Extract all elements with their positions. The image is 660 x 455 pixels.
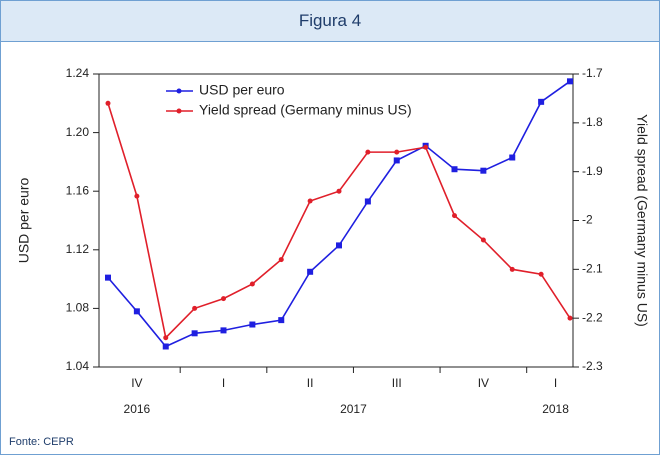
- series-point: [393, 157, 400, 164]
- quarter-label: IV: [478, 376, 489, 390]
- series-point: [105, 274, 111, 281]
- series-point: [162, 343, 169, 350]
- series-point: [567, 315, 573, 321]
- legend-label: USD per euro: [199, 82, 285, 98]
- quarter-label: IV: [131, 376, 142, 390]
- quarter-label: I: [554, 376, 557, 390]
- series-point: [192, 305, 198, 311]
- year-label: 2016: [124, 402, 151, 416]
- series-point: [133, 308, 140, 315]
- quarter-label: II: [307, 376, 314, 390]
- series-point: [278, 257, 284, 263]
- series-point: [509, 266, 515, 272]
- series-point: [307, 268, 314, 275]
- y-tick-label: 1.08: [66, 301, 90, 315]
- y2-tick-label: -1.7: [582, 66, 603, 80]
- series-point: [480, 167, 487, 174]
- y2-tick-label: -2.1: [582, 262, 603, 276]
- series-point: [249, 281, 255, 287]
- series-point: [394, 149, 400, 155]
- series-point: [365, 149, 371, 155]
- series-line: [107, 80, 571, 348]
- series-point: [509, 154, 516, 161]
- y-tick-label: 1.24: [66, 66, 90, 80]
- quarter-label: III: [392, 376, 402, 390]
- legend-swatch-dot: [176, 88, 182, 94]
- series-point: [163, 335, 169, 341]
- y-tick-label: 1.12: [66, 242, 90, 256]
- series-point: [307, 198, 313, 204]
- year-label: 2018: [542, 402, 569, 416]
- series-point: [480, 237, 486, 243]
- y2-tick-label: -1.9: [582, 164, 603, 178]
- plot-frame: [98, 73, 574, 368]
- y2-axis-label: Yield spread (Germany minus US): [634, 114, 650, 327]
- year-label: 2017: [340, 402, 367, 416]
- series-point: [423, 144, 429, 150]
- series-point: [134, 193, 140, 199]
- chart: 1.04 1.08 1.12 1.16 1.20 1.24 -2.3 -2.2 -2.1 -2 -1…: [16, 66, 651, 416]
- y-axis-label: USD per euro: [16, 177, 32, 263]
- figure-title: Figura 4: [1, 1, 659, 42]
- series-point: [221, 296, 226, 302]
- legend-swatch-dot: [176, 108, 182, 114]
- y-tick-label: 1.16: [66, 183, 90, 197]
- series-point: [452, 213, 457, 219]
- series-point: [105, 100, 111, 106]
- series-point: [191, 330, 198, 337]
- y2-tick-label: -1.8: [582, 115, 603, 129]
- y-tick-label: 1.20: [66, 125, 90, 139]
- series-point: [567, 78, 573, 85]
- legend-label: Yield spread (Germany minus US): [199, 102, 412, 118]
- quarter-label: I: [222, 376, 225, 390]
- y2-tick-label: -2.2: [582, 310, 603, 324]
- series-point: [336, 188, 342, 194]
- series-point: [451, 166, 458, 173]
- series-point: [249, 321, 256, 328]
- series-point: [220, 327, 227, 334]
- series-point: [278, 317, 285, 324]
- series-point: [538, 271, 544, 277]
- series-point: [336, 242, 342, 249]
- series-line: [107, 103, 571, 340]
- series-point: [364, 198, 371, 205]
- y2-tick-label: -2: [582, 213, 593, 227]
- y-tick-label: 1.04: [66, 359, 90, 373]
- series-point: [538, 98, 545, 105]
- source-note: Fonte: CEPR: [9, 436, 74, 448]
- y2-tick-label: -2.3: [582, 359, 603, 373]
